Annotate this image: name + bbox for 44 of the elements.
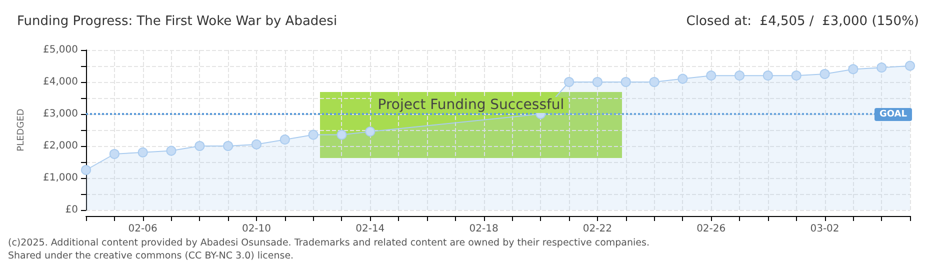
text: Shared under the creative commons (CC BY-NC 3.0) license. — [8, 250, 294, 262]
chart-title: Funding Progress: The First Woke War by Abadesi — [17, 14, 338, 29]
point — [109, 149, 120, 159]
point — [762, 70, 773, 81]
x-tick-label: 02-06 — [128, 224, 158, 234]
y-tick-label: £5,000 — [43, 44, 78, 56]
y-tick-label: £0 — [65, 204, 78, 216]
point — [81, 165, 91, 175]
x-tick-label: 02-14 — [356, 224, 385, 234]
point — [876, 62, 887, 73]
y-tick-label: £3,000 — [43, 108, 78, 120]
point — [649, 77, 660, 87]
point — [820, 69, 830, 79]
point — [166, 146, 176, 156]
point — [592, 77, 602, 87]
ref-line-label: GOAL — [880, 110, 908, 120]
y-tick-label: £1,000 — [43, 172, 78, 184]
text: (c)2025. Additional content provided by Abadesi Osunsade. Trademarks and related content are owned by their respective companies. — [8, 238, 650, 248]
point — [791, 70, 802, 81]
point — [194, 141, 205, 151]
x-tick-label: 02-26 — [696, 224, 726, 234]
point — [620, 77, 631, 87]
point — [706, 70, 716, 81]
y-tick-label: £2,000 — [43, 140, 78, 152]
point — [223, 141, 234, 151]
point — [251, 139, 262, 150]
point — [365, 126, 376, 137]
x-tick-label: 02-10 — [242, 224, 272, 234]
y-axis-title: PLEDGED — [16, 108, 26, 152]
point — [336, 130, 347, 140]
x-tick-label: 03-02 — [810, 224, 840, 234]
annotation: Project Funding Successful — [374, 97, 568, 113]
x-tick-label: 02-22 — [582, 224, 612, 234]
point — [734, 70, 745, 81]
point — [905, 60, 915, 71]
x-tick-label: 02-18 — [469, 224, 498, 234]
point — [308, 130, 318, 140]
point — [848, 64, 858, 74]
point — [678, 74, 688, 84]
point — [280, 134, 290, 145]
chart-subtitle: Closed at: £4,505 / £3,000 (150%) — [686, 14, 920, 29]
point — [138, 147, 148, 158]
point — [564, 77, 574, 87]
y-tick-label: £4,000 — [43, 76, 78, 88]
